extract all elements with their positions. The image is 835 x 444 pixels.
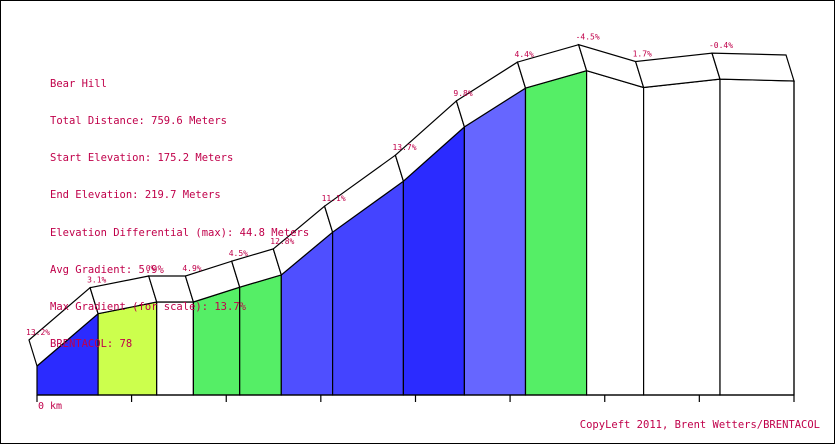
segment-face-13 bbox=[719, 78, 795, 396]
grade-label-3: 0% bbox=[146, 264, 156, 273]
stats-end-elevation: End Elevation: 219.7 Meters bbox=[50, 189, 221, 202]
segment-face-9 bbox=[463, 87, 527, 396]
grade-label-6: 12.8% bbox=[270, 237, 294, 246]
grade-label-10: 4.4% bbox=[515, 50, 534, 59]
grade-label-8: 13.7% bbox=[392, 143, 416, 152]
grade-label-11: -4.5% bbox=[576, 33, 600, 42]
grade-label-7: 11.1% bbox=[322, 194, 346, 203]
stats-brentacol: BRENTACOL: 78 bbox=[50, 338, 133, 351]
grade-label-1: 13.2% bbox=[26, 328, 50, 337]
segment-top-13 bbox=[711, 52, 795, 82]
segment-face-12 bbox=[642, 78, 721, 396]
stats-name: Bear Hill bbox=[50, 77, 107, 90]
stats-max-gradient: Max Gradient (for scale): 13.7% bbox=[50, 301, 246, 314]
grade-label-9: 9.8% bbox=[453, 89, 472, 98]
stats-total-distance: Total Distance: 759.6 Meters bbox=[50, 115, 228, 128]
copyleft-credit: CopyLeft 2011, Brent Wetters/BRENTACOL bbox=[579, 419, 820, 431]
stats-start-elevation: Start Elevation: 175.2 Meters bbox=[50, 152, 234, 165]
stats-elevation-differential: Elevation Differential (max): 44.8 Meter… bbox=[50, 226, 310, 239]
stats-avg-gradient: Avg Gradient: 5.9% bbox=[50, 263, 164, 276]
grade-label-12: 1.7% bbox=[633, 49, 652, 58]
segment-face-10 bbox=[524, 69, 588, 396]
stats-block: Bear Hill Total Distance: 759.6 Meters S… bbox=[50, 53, 309, 376]
grade-label-2: 3.1% bbox=[87, 276, 106, 285]
grade-label-5: 4.5% bbox=[229, 249, 248, 258]
segment-face-11 bbox=[585, 69, 645, 396]
x-axis-start-label: 0 km bbox=[38, 401, 62, 412]
grade-label-4: 4.9% bbox=[182, 264, 201, 273]
grade-label-13: -0.4% bbox=[709, 41, 733, 50]
